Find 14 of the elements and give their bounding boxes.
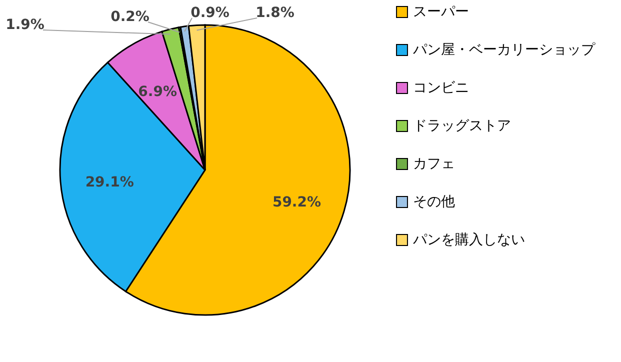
legend-label: スーパー: [413, 4, 469, 20]
data-label: 29.1%: [85, 174, 134, 191]
data-label: 1.8%: [256, 5, 294, 21]
data-label: 59.2%: [272, 194, 322, 210]
data-label: 0.2%: [110, 9, 150, 25]
data-label: 6.9%: [138, 84, 177, 100]
legend-label: カフェ: [413, 156, 455, 172]
legend-label: その他: [413, 194, 455, 210]
legend-label: ドラッグストア: [413, 118, 511, 134]
legend-label: コンビニ: [413, 80, 469, 96]
data-label: 1.9%: [6, 17, 44, 33]
legend-label: パン屋・ベーカリーショップ: [412, 42, 596, 58]
legend-label: パンを購入しない: [412, 232, 525, 248]
data-label: 0.9%: [190, 5, 230, 21]
